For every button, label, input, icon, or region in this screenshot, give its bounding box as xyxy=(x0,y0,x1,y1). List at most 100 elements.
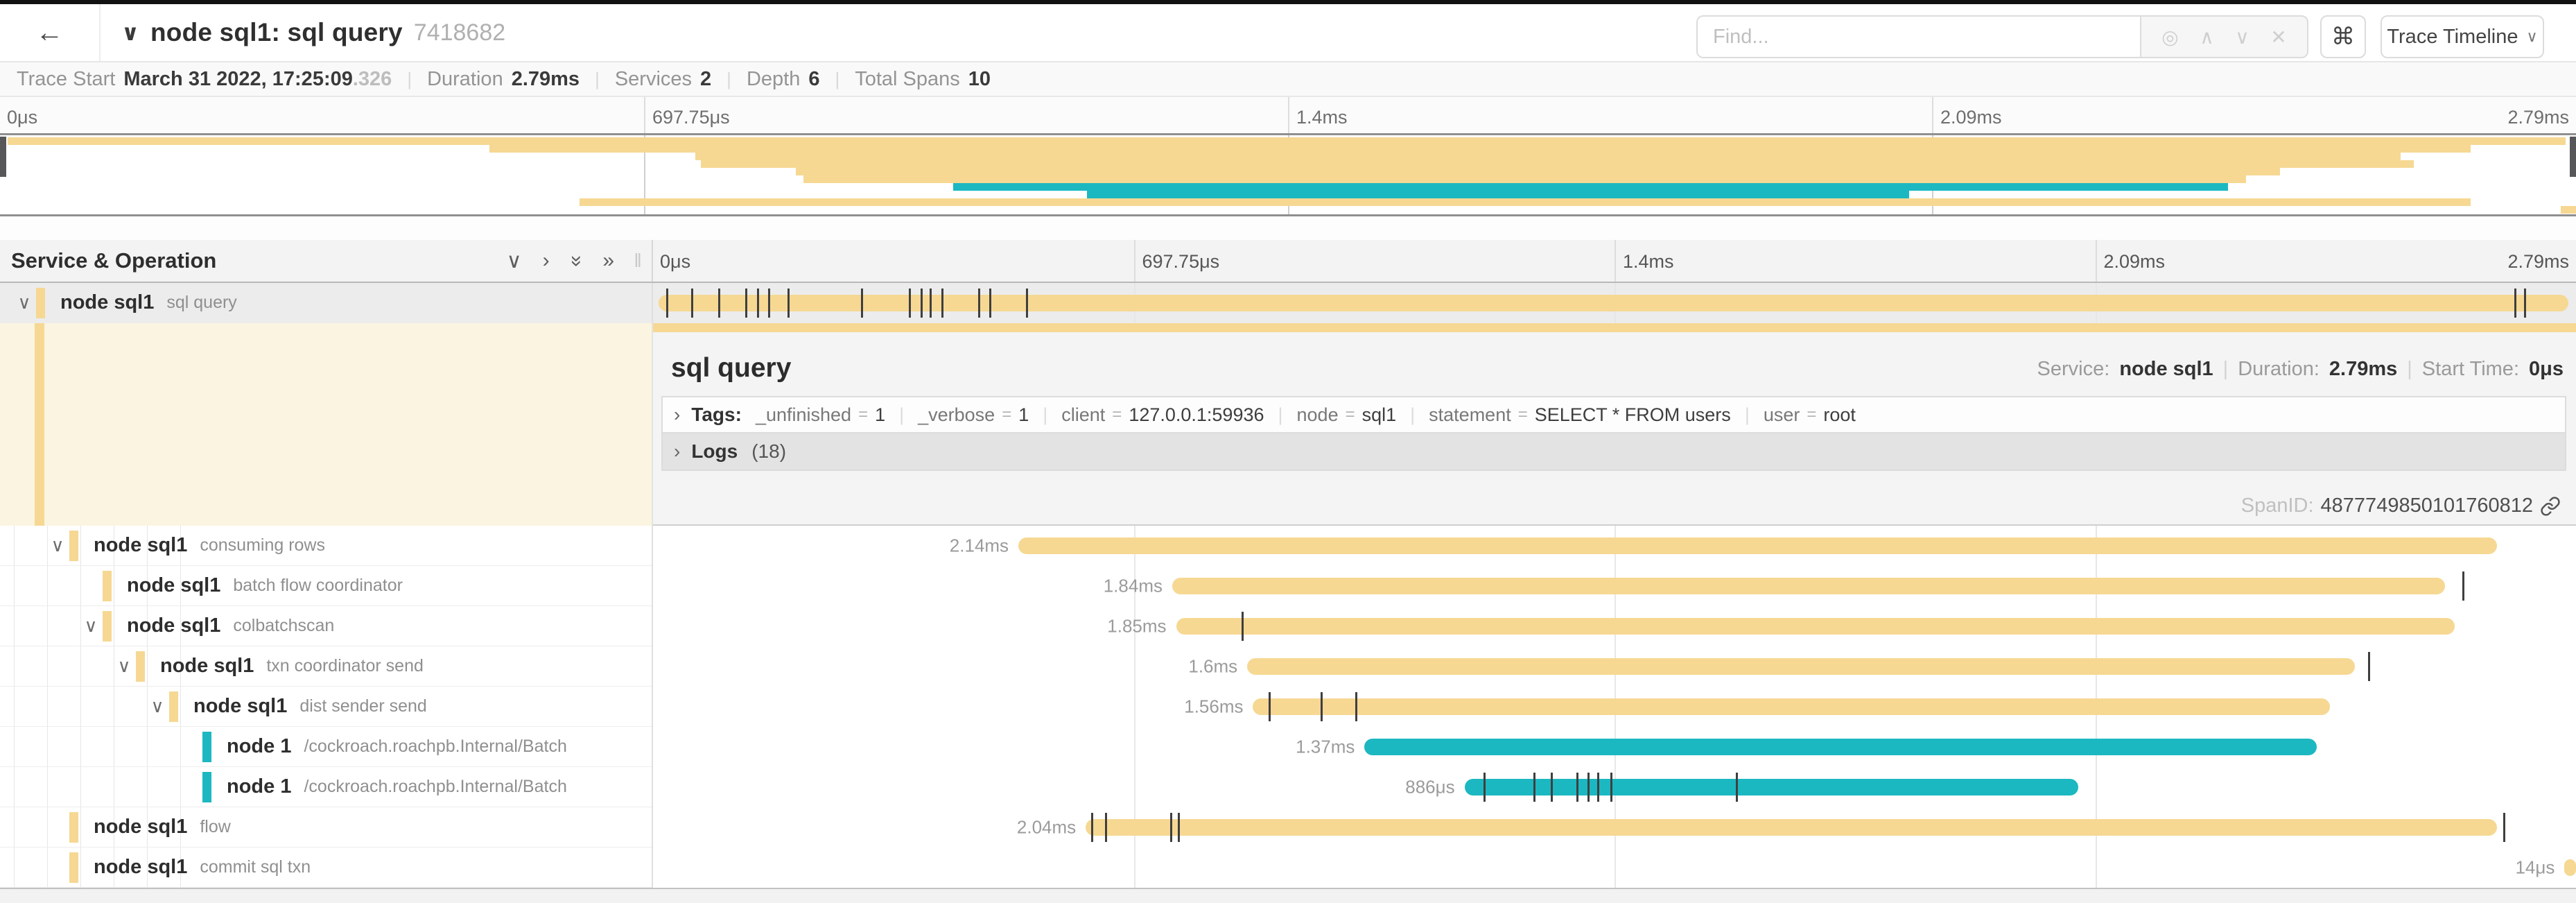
next-result-icon[interactable]: ∨ xyxy=(2235,26,2249,48)
timeline-gridline xyxy=(1133,767,1135,807)
collapse-one-icon[interactable]: ∨ xyxy=(506,249,522,273)
span-expander-icon[interactable]: ∨ xyxy=(150,696,164,716)
expand-one-icon[interactable]: › xyxy=(542,248,550,272)
command-icon: ⌘ xyxy=(2331,24,2355,50)
span-tree-cell[interactable]: node sql1 flow xyxy=(0,807,652,848)
span-timeline-cell[interactable]: 1.56ms xyxy=(652,687,2576,727)
span-expander-icon[interactable]: ∨ xyxy=(117,655,131,676)
span-row[interactable]: node 1/cockroach.roachpb.Internal/Batch 8… xyxy=(0,767,2576,807)
collapse-all-icon[interactable]: » xyxy=(565,255,589,267)
timeline-gridline xyxy=(1133,646,1135,687)
meta-separator: | xyxy=(2407,358,2412,380)
span-bar[interactable] xyxy=(1086,819,2498,836)
prev-result-icon[interactable]: ∧ xyxy=(2200,26,2214,48)
span-timeline-cell[interactable]: 1.85ms xyxy=(652,606,2576,646)
locate-icon[interactable]: ◎ xyxy=(2161,26,2179,48)
span-color-bar xyxy=(202,771,211,802)
tag-item: statement = SELECT * FROM users xyxy=(1429,404,1731,426)
span-duration-label: 2.14ms xyxy=(949,535,1009,556)
timeline-gridline xyxy=(1133,727,1135,767)
span-timeline-cell[interactable]: 14μs xyxy=(652,848,2576,888)
span-log-tick xyxy=(768,289,771,318)
span-expander-icon[interactable]: ∨ xyxy=(51,535,64,556)
info-separator: | xyxy=(835,68,840,89)
chevron-down-icon: ∨ xyxy=(2526,28,2538,45)
span-row[interactable]: ∨ node sql1 txn coordinator send 1.6ms xyxy=(0,646,2576,687)
span-tree-cell[interactable]: ∨ node sql1 consuming rows xyxy=(0,526,652,566)
tag-equals: = xyxy=(1517,405,1528,424)
span-duration-label: 14μs xyxy=(2515,857,2555,878)
minimap-canvas[interactable] xyxy=(0,133,2576,216)
span-duration-label: 886μs xyxy=(1405,776,1455,798)
timeline-gridline xyxy=(1133,687,1135,727)
duration-value: 2.79ms xyxy=(2329,358,2398,380)
span-bar[interactable] xyxy=(1253,698,2330,715)
info-value: March 31 2022, 17:25:09 xyxy=(123,67,353,90)
span-bar[interactable] xyxy=(1364,739,2317,755)
span-operation-name: txn coordinator send xyxy=(266,656,424,676)
span-id-label: SpanID: xyxy=(2240,495,2314,517)
span-bar[interactable] xyxy=(1247,658,2355,675)
span-tree-cell[interactable]: ∨ node sql1 txn coordinator send xyxy=(0,646,652,687)
expand-all-icon[interactable]: » xyxy=(602,248,614,272)
span-tree-cell[interactable]: node sql1 batch flow coordinator xyxy=(0,566,652,606)
view-selector-button[interactable]: Trace Timeline ∨ xyxy=(2381,15,2544,58)
span-timeline-cell[interactable]: 1.84ms xyxy=(652,566,2576,606)
span-timeline-cell[interactable]: 2.04ms xyxy=(652,807,2576,848)
span-tree-cell[interactable]: ∨ node sql1 sql query xyxy=(0,283,652,323)
span-tree-cell[interactable]: node 1/cockroach.roachpb.Internal/Batch xyxy=(0,767,652,807)
back-button[interactable]: ← xyxy=(0,4,101,61)
span-row[interactable]: ∨ node sql1 dist sender send 1.56ms xyxy=(0,687,2576,727)
minimap-span-bar xyxy=(695,153,2401,160)
minimap-right-handle[interactable] xyxy=(2570,137,2576,177)
span-timeline-cell[interactable]: 2.14ms xyxy=(652,526,2576,566)
span-timeline-cell[interactable]: 1.37ms xyxy=(652,727,2576,767)
span-expander-icon[interactable]: ∨ xyxy=(84,615,98,636)
tag-equals: = xyxy=(1807,405,1817,424)
span-row[interactable]: node 1/cockroach.roachpb.Internal/Batch 1… xyxy=(0,727,2576,767)
expand-logs-icon: › xyxy=(674,440,681,462)
tag-list: _unfinished = 1 | _verbose = 1 | client = 127.0.0.… xyxy=(756,404,1856,426)
span-timeline-cell[interactable]: 1.6ms xyxy=(652,646,2576,687)
minimap-span-bar xyxy=(580,198,2471,206)
timeline-gridline xyxy=(1615,848,1616,888)
span-row[interactable]: node sql1 commit sql txn 14μs xyxy=(0,848,2576,888)
span-tree-cell[interactable]: ∨ node sql1 dist sender send xyxy=(0,687,652,727)
span-color-bar xyxy=(169,691,178,722)
minimap-span-bar xyxy=(489,145,2471,153)
clear-search-icon[interactable]: ✕ xyxy=(2270,26,2287,48)
span-log-tick xyxy=(787,289,790,318)
span-bar[interactable] xyxy=(1018,538,2498,554)
minimap-left-handle[interactable] xyxy=(0,137,6,177)
column-resize-handle[interactable]: ‖ xyxy=(634,250,642,271)
span-expander-icon[interactable]: ∨ xyxy=(17,292,31,313)
span-tree-cell[interactable]: node sql1 commit sql txn xyxy=(0,848,652,888)
span-row[interactable]: node sql1 batch flow coordinator 1.84ms xyxy=(0,566,2576,606)
tag-key: user xyxy=(1763,404,1800,425)
span-row[interactable]: node sql1 flow 2.04ms xyxy=(0,807,2576,848)
span-row[interactable]: ∨ node sql1 colbatchscan 1.85ms xyxy=(0,606,2576,646)
find-input[interactable] xyxy=(1698,25,2140,49)
collapse-header-icon[interactable]: ∨ xyxy=(121,20,139,45)
span-tree-cell[interactable]: node 1/cockroach.roachpb.Internal/Batch xyxy=(0,727,652,767)
minimap-span-bar xyxy=(700,160,2414,168)
span-row[interactable]: ∨ node sql1 sql query xyxy=(0,283,2576,323)
span-bar[interactable] xyxy=(2564,859,2576,876)
span-row[interactable]: ∨ node sql1 consuming rows 2.14ms xyxy=(0,526,2576,566)
logs-accordion[interactable]: › Logs (18) xyxy=(661,433,2566,471)
span-tree-cell[interactable]: ∨ node sql1 colbatchscan xyxy=(0,606,652,646)
span-bar[interactable] xyxy=(659,295,2568,311)
span-log-tick xyxy=(1551,773,1554,802)
span-bar[interactable] xyxy=(1464,779,2078,796)
trace-title-group: ∨ node sql1: sql query 7418682 xyxy=(121,4,505,61)
span-timeline-cell[interactable] xyxy=(652,283,2576,323)
span-bar[interactable] xyxy=(1176,618,2455,635)
span-timeline-cell[interactable]: 886μs xyxy=(652,767,2576,807)
tags-accordion[interactable]: › Tags: _unfinished = 1 | _verbose = 1 | client =… xyxy=(661,396,2566,433)
span-bar[interactable] xyxy=(1172,578,2446,594)
start-time-value: 0μs xyxy=(2529,358,2564,380)
keyboard-shortcuts-button[interactable]: ⌘ xyxy=(2320,15,2366,58)
deep-link-icon[interactable] xyxy=(2540,496,2561,517)
span-log-tick xyxy=(2368,652,2371,681)
span-log-tick xyxy=(930,289,932,318)
